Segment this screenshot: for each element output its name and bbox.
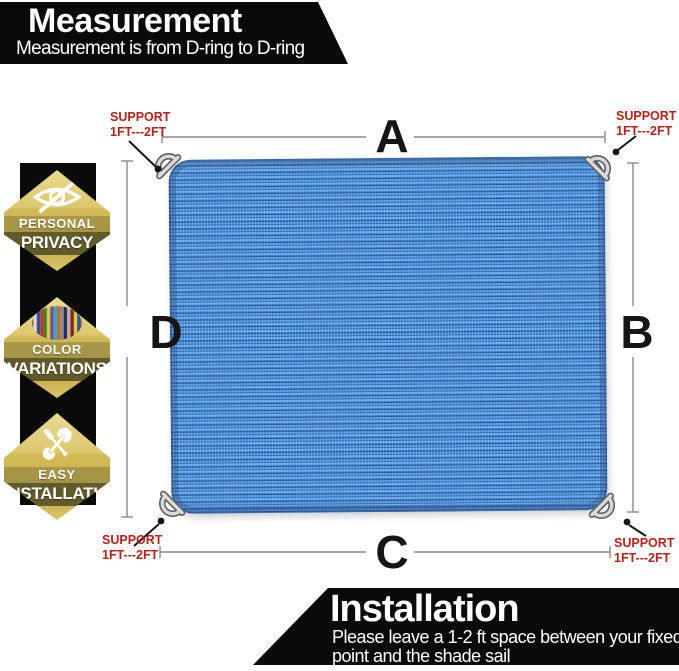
support-line2: 1FT---2FT — [614, 550, 671, 565]
shade-sail-fabric — [168, 156, 608, 514]
badge-line2: PRIVACY — [4, 232, 110, 256]
d-ring-bottom-left-icon — [145, 485, 190, 530]
support-line2: 1FT---2FT — [110, 124, 167, 139]
installation-subtitle: Please leave a 1-2 ft space between your… — [332, 627, 679, 667]
support-line2: 1FT---2FT — [102, 547, 159, 562]
color-stripes-icon — [30, 297, 84, 342]
support-line2: 1FT---2FT — [616, 123, 673, 138]
installation-banner: Installation Please leave a 1-2 ft space… — [253, 588, 679, 665]
measurement-subtitle: Measurement is from D-ring to D-ring — [16, 38, 305, 59]
badge-easy-installation: EASY INSTALLATION — [4, 413, 110, 520]
support-note-top-left: SUPPORT 1FT---2FT — [110, 110, 170, 140]
badge-line2: INSTALLATION — [4, 483, 110, 507]
no-eye-privacy-icon — [31, 170, 83, 216]
support-note-bottom-right: SUPPORT 1FT---2FT — [614, 536, 674, 566]
d-ring-top-right-icon — [579, 141, 624, 186]
support-line1: SUPPORT — [616, 109, 677, 123]
badge-line1: PERSONAL — [4, 216, 110, 233]
badge-line2: VARIATIONS — [4, 358, 110, 381]
support-line1: SUPPORT — [102, 533, 163, 547]
measurement-title: Measurement — [28, 2, 242, 40]
d-ring-bottom-right-icon — [583, 487, 628, 532]
installation-title: Installation — [330, 588, 520, 630]
support-line1: SUPPORT — [110, 110, 171, 124]
badge-line1: COLOR — [4, 341, 110, 359]
support-line1: SUPPORT — [614, 536, 675, 550]
tools-icon — [32, 413, 82, 467]
support-note-bottom-left: SUPPORT 1FT---2FT — [102, 533, 162, 563]
badge-line1: EASY — [4, 467, 110, 484]
dimension-label-d: D — [149, 306, 183, 358]
support-note-top-right: SUPPORT 1FT---2FT — [616, 109, 676, 139]
dimension-label-a: A — [375, 110, 409, 162]
dimension-label-b: B — [620, 306, 654, 358]
dimension-label-c: C — [375, 526, 409, 578]
measurement-banner: Measurement Measurement is from D-ring t… — [0, 2, 348, 64]
